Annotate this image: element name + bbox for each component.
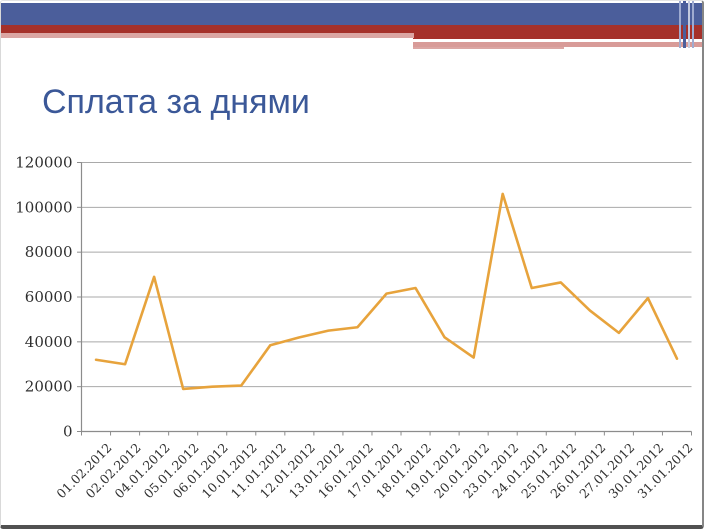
y-axis-label: 40000 <box>25 333 73 351</box>
corner-stripe-icon <box>688 1 690 48</box>
y-axis-label: 60000 <box>25 288 73 306</box>
corner-stripe-icon <box>692 1 694 48</box>
header-red-stripe-right <box>413 25 702 39</box>
header-pink-stripe-left <box>1 33 414 38</box>
y-axis-label: 20000 <box>25 378 73 396</box>
corner-stripe-icon <box>683 1 686 48</box>
payment-line-chart: 02000040000600008000010000012000001.02.2… <box>15 154 695 502</box>
y-axis-label: 0 <box>63 423 73 441</box>
slide-title: Сплата за днями <box>42 83 310 121</box>
header-blue-band <box>1 3 702 25</box>
header-pink-stripe-lower <box>413 47 564 49</box>
y-axis-label: 100000 <box>15 198 72 216</box>
y-axis-label: 80000 <box>25 243 73 261</box>
header-red-stripe <box>1 25 702 33</box>
y-axis-label: 120000 <box>15 154 72 172</box>
header-pink-stripe-right <box>413 42 702 47</box>
data-line <box>94 192 679 391</box>
corner-stripe-icon <box>679 1 681 48</box>
